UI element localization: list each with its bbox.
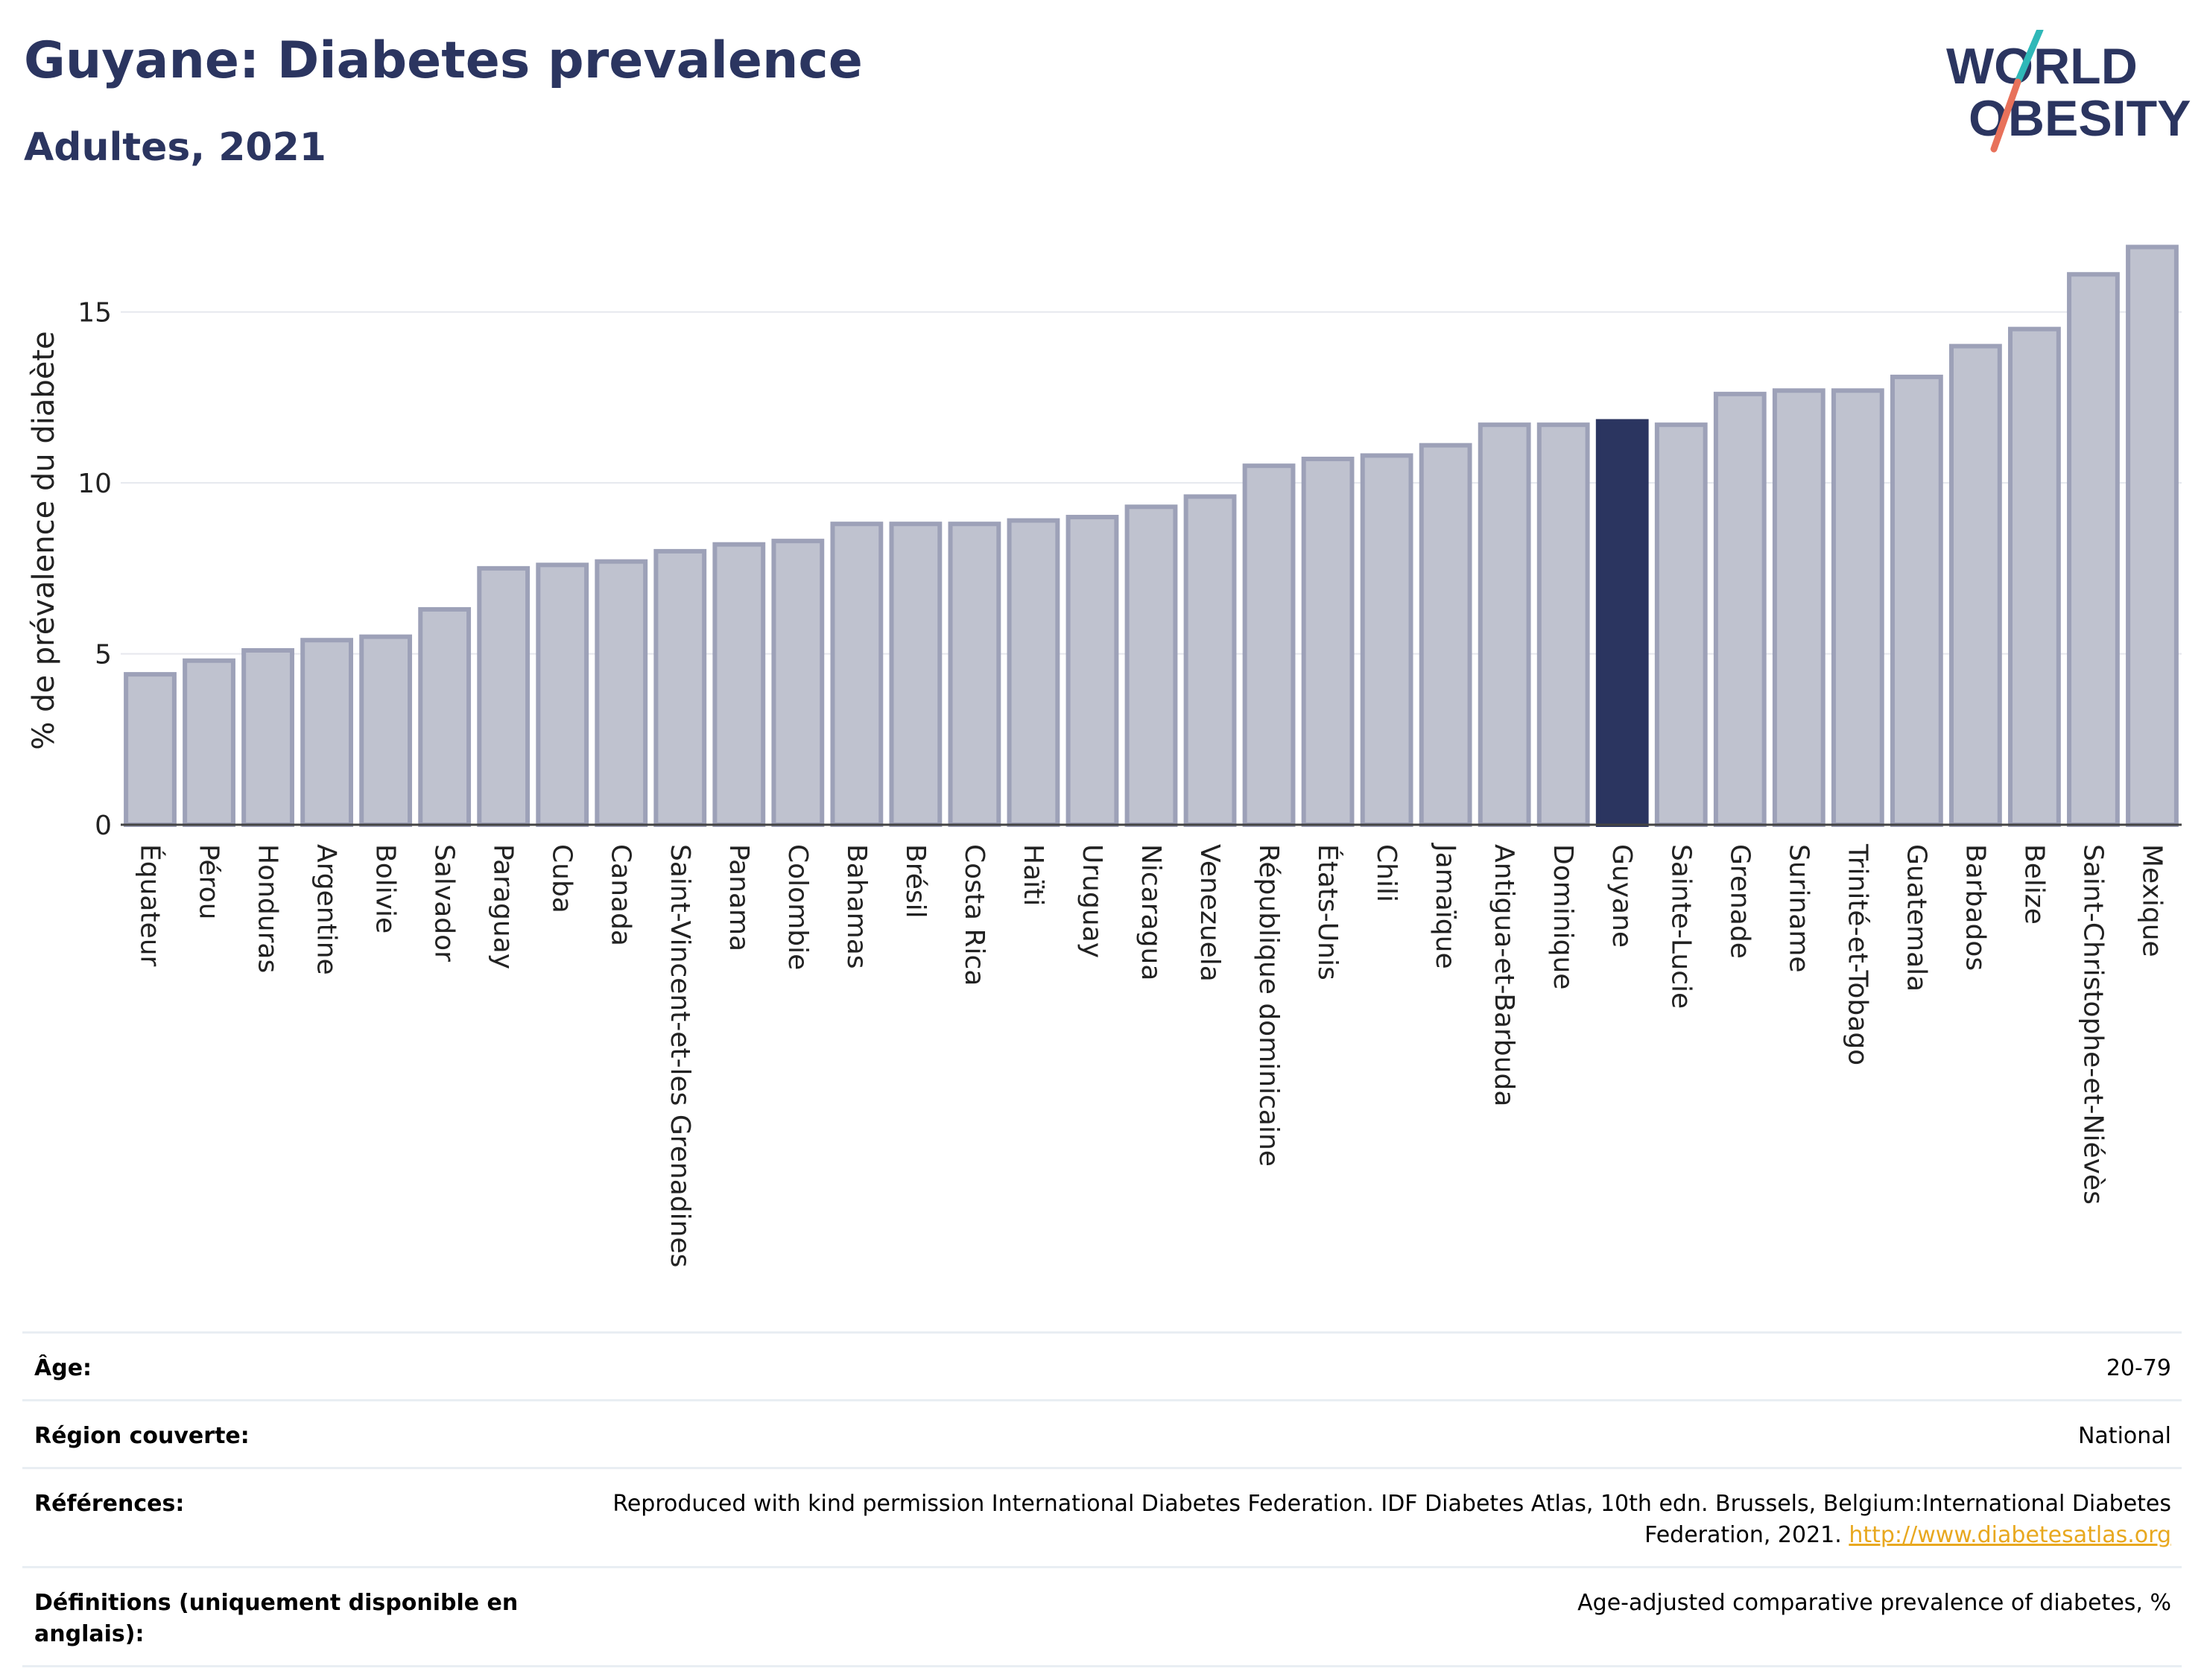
x-tick-label: Panama bbox=[723, 844, 754, 951]
x-tick-label: Guyane bbox=[1606, 844, 1637, 948]
info-value: 20-79 bbox=[536, 1331, 2182, 1401]
bar bbox=[1242, 463, 1296, 827]
x-tick-label: Haïti bbox=[1018, 844, 1048, 906]
x-tick-label: Salvador bbox=[429, 844, 460, 962]
x-tick-label: Suriname bbox=[1783, 844, 1814, 973]
bar bbox=[1890, 374, 1943, 827]
x-tick-label: Chili bbox=[1371, 844, 1402, 902]
x-tick-label: États-Unis bbox=[1312, 844, 1343, 980]
bar bbox=[477, 565, 531, 827]
bar bbox=[1007, 518, 1060, 827]
x-tick-label: Venezuela bbox=[1194, 844, 1225, 982]
x-tick-label: Dominique bbox=[1548, 844, 1578, 989]
x-tick-label: Costa Rica bbox=[959, 844, 989, 986]
y-tick-label: 5 bbox=[95, 640, 112, 671]
bar bbox=[300, 638, 354, 828]
bar bbox=[595, 559, 648, 827]
bar bbox=[418, 606, 472, 827]
x-tick-label: Jamaïque bbox=[1430, 843, 1460, 969]
bar bbox=[830, 522, 884, 827]
bar bbox=[948, 522, 1001, 827]
bar bbox=[889, 522, 943, 827]
bar bbox=[1654, 422, 1708, 827]
x-tick-label: Belize bbox=[2018, 844, 2049, 925]
bar bbox=[124, 672, 177, 827]
logo-word-1: WORLD bbox=[1946, 38, 2138, 95]
x-tick-label: Barbados bbox=[1960, 844, 1990, 971]
info-value: Reproduced with kind permission Internat… bbox=[612, 1491, 2171, 1548]
bar-highlighted bbox=[1595, 419, 1649, 827]
bar bbox=[2067, 272, 2120, 827]
x-tick-label: Pérou bbox=[194, 844, 224, 919]
x-tick-label: Colombie bbox=[782, 844, 813, 970]
bar bbox=[1772, 388, 1825, 827]
bar bbox=[1536, 422, 1590, 827]
bar bbox=[1713, 391, 1767, 827]
x-tick-label: Argentine bbox=[311, 844, 342, 975]
reference-link[interactable]: http://www.diabetesatlas.org bbox=[1849, 1522, 2171, 1548]
world-obesity-logo: WORLD OBESITY bbox=[1946, 30, 2191, 153]
x-tick-label: Saint-Vincent-et-les Grenadines bbox=[665, 844, 695, 1267]
bar bbox=[1183, 494, 1237, 827]
info-label: Références: bbox=[22, 1467, 536, 1568]
x-tick-label: Trinité-et-Tobago bbox=[1842, 843, 1872, 1065]
bar bbox=[653, 548, 707, 828]
x-tick-label: Saint-Christophe-et-Niévès bbox=[2077, 844, 2108, 1205]
bar bbox=[1301, 457, 1355, 827]
y-tick-label: 10 bbox=[77, 469, 112, 499]
x-tick-label: Mexique bbox=[2136, 844, 2167, 957]
bar bbox=[1831, 388, 1884, 827]
bar bbox=[712, 542, 766, 827]
bar bbox=[2126, 244, 2179, 827]
x-tick-label: Guatemala bbox=[1901, 844, 1931, 992]
bar bbox=[1360, 453, 1413, 827]
x-tick-label: République dominicaine bbox=[1253, 844, 1284, 1167]
bar bbox=[1065, 515, 1119, 827]
info-label: Définitions (uniquement disponible en an… bbox=[22, 1566, 536, 1667]
bar bbox=[241, 647, 294, 827]
x-tick-label: Nicaragua bbox=[1136, 844, 1166, 980]
info-table: Âge: 20-79 Région couverte: National Réf… bbox=[22, 1331, 2182, 1667]
x-tick-label: Sainte-Lucie bbox=[1665, 844, 1696, 1009]
bar-chart: 0 5 10 15 Équateur Pérou Honduras Argentine Bol… bbox=[27, 244, 2182, 1267]
x-tick-label: Paraguay bbox=[488, 844, 519, 969]
x-tick-label: Cuba bbox=[547, 844, 577, 913]
bar bbox=[359, 634, 413, 828]
bar bbox=[1948, 343, 2002, 828]
x-tick-label: Uruguay bbox=[1077, 844, 1107, 958]
bar bbox=[1419, 443, 1472, 827]
logo-slash-bottom bbox=[1990, 78, 2021, 153]
chart-title: Guyane: Diabetes prevalence bbox=[24, 31, 863, 90]
x-tick-label: Antigua-et-Barbuda bbox=[1489, 844, 1519, 1106]
info-value: Age-adjusted comparative prevalence of d… bbox=[536, 1566, 2182, 1667]
y-tick-labels: 0 5 10 15 bbox=[77, 298, 112, 841]
x-tick-label: Grenade bbox=[1724, 844, 1755, 959]
x-tick-labels: Équateur Pérou Honduras Argentine Bolivie Sal… bbox=[135, 843, 2167, 1267]
chart-subtitle: Adultes, 2021 bbox=[24, 125, 326, 170]
info-value: National bbox=[536, 1399, 2182, 1468]
bar bbox=[183, 658, 235, 828]
x-tick-label: Équateur bbox=[135, 844, 166, 967]
info-row-age: Âge: 20-79 bbox=[22, 1331, 2182, 1401]
bar bbox=[1478, 422, 1531, 827]
bar bbox=[771, 539, 825, 827]
info-row-references: Références: Reproduced with kind permiss… bbox=[22, 1467, 2182, 1568]
bar bbox=[2008, 326, 2061, 827]
y-tick-label: 0 bbox=[95, 811, 112, 841]
logo-slash-top bbox=[2014, 30, 2044, 86]
bar bbox=[1124, 504, 1178, 828]
x-tick-label: Bahamas bbox=[841, 844, 872, 969]
info-row-region: Région couverte: National bbox=[22, 1399, 2182, 1468]
bar bbox=[536, 562, 589, 827]
y-axis-label: % de prévalence du diabète bbox=[27, 331, 61, 749]
x-tick-label: Bolivie bbox=[370, 844, 401, 933]
info-label: Âge: bbox=[22, 1331, 536, 1401]
x-tick-label: Brésil bbox=[900, 844, 931, 919]
info-row-definitions: Définitions (uniquement disponible en an… bbox=[22, 1566, 2182, 1667]
y-tick-label: 15 bbox=[77, 298, 112, 329]
info-label: Région couverte: bbox=[22, 1399, 536, 1468]
x-tick-label: Canada bbox=[606, 844, 636, 946]
bars bbox=[124, 244, 2179, 828]
x-tick-label: Honduras bbox=[253, 844, 283, 973]
